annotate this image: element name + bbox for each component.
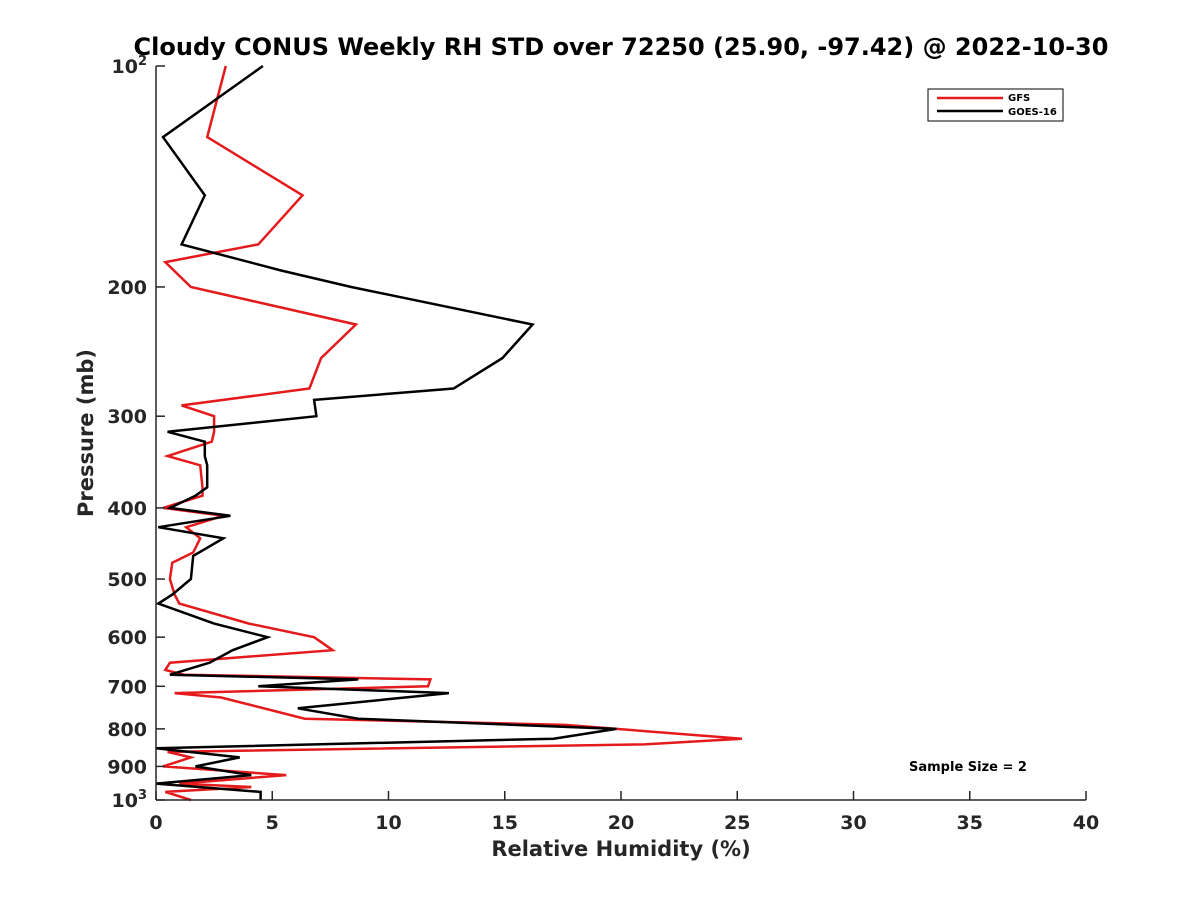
y-tick-label: 600: [107, 627, 147, 649]
y-tick-label: 500: [107, 569, 147, 591]
sample-size-annotation: Sample Size = 2: [909, 760, 1027, 775]
x-tick-label: 35: [957, 812, 983, 834]
y-tick-label: 102: [112, 54, 148, 78]
y-tick-label: 103: [112, 788, 148, 812]
y-tick-label: 200: [107, 277, 147, 299]
x-tick-label: 0: [149, 812, 162, 834]
y-tick-label: 400: [107, 498, 147, 520]
x-tick-label: 30: [840, 812, 866, 834]
x-axis-ticks: 0 5 10 15 20 25 30 35 40: [149, 791, 1099, 834]
x-tick-label: 40: [1073, 812, 1099, 834]
y-tick-label: 900: [107, 756, 147, 778]
y-axis-label: Pressure (mb): [74, 349, 98, 517]
y-tick-label: 300: [107, 406, 147, 428]
legend-label-goes16: GOES-16: [1008, 107, 1057, 118]
x-tick-label: 10: [375, 812, 401, 834]
x-axis-label: Relative Humidity (%): [491, 837, 750, 861]
y-tick-label: 800: [107, 719, 147, 741]
x-tick-label: 5: [266, 812, 279, 834]
series-line-goes16: [155, 64, 617, 800]
x-tick-label: 15: [492, 812, 518, 834]
plot-area: 0 5 10 15 20 25 30 35 40 102 200 300 400 500 600 700 80…: [107, 54, 1099, 834]
legend: GFS GOES-16: [927, 88, 1064, 122]
y-tick-label: 700: [107, 676, 147, 698]
x-tick-label: 25: [724, 812, 750, 834]
y-axis-ticks: 102 200 300 400 500 600 700 800 900 103: [107, 54, 165, 812]
chart-title: Cloudy CONUS Weekly RH STD over 72250 (2…: [134, 33, 1109, 61]
x-tick-label: 20: [608, 812, 634, 834]
series-layer: [155, 64, 742, 802]
legend-box: [927, 88, 1064, 122]
legend-label-gfs: GFS: [1008, 93, 1030, 104]
series-line-gfs: [162, 65, 742, 802]
